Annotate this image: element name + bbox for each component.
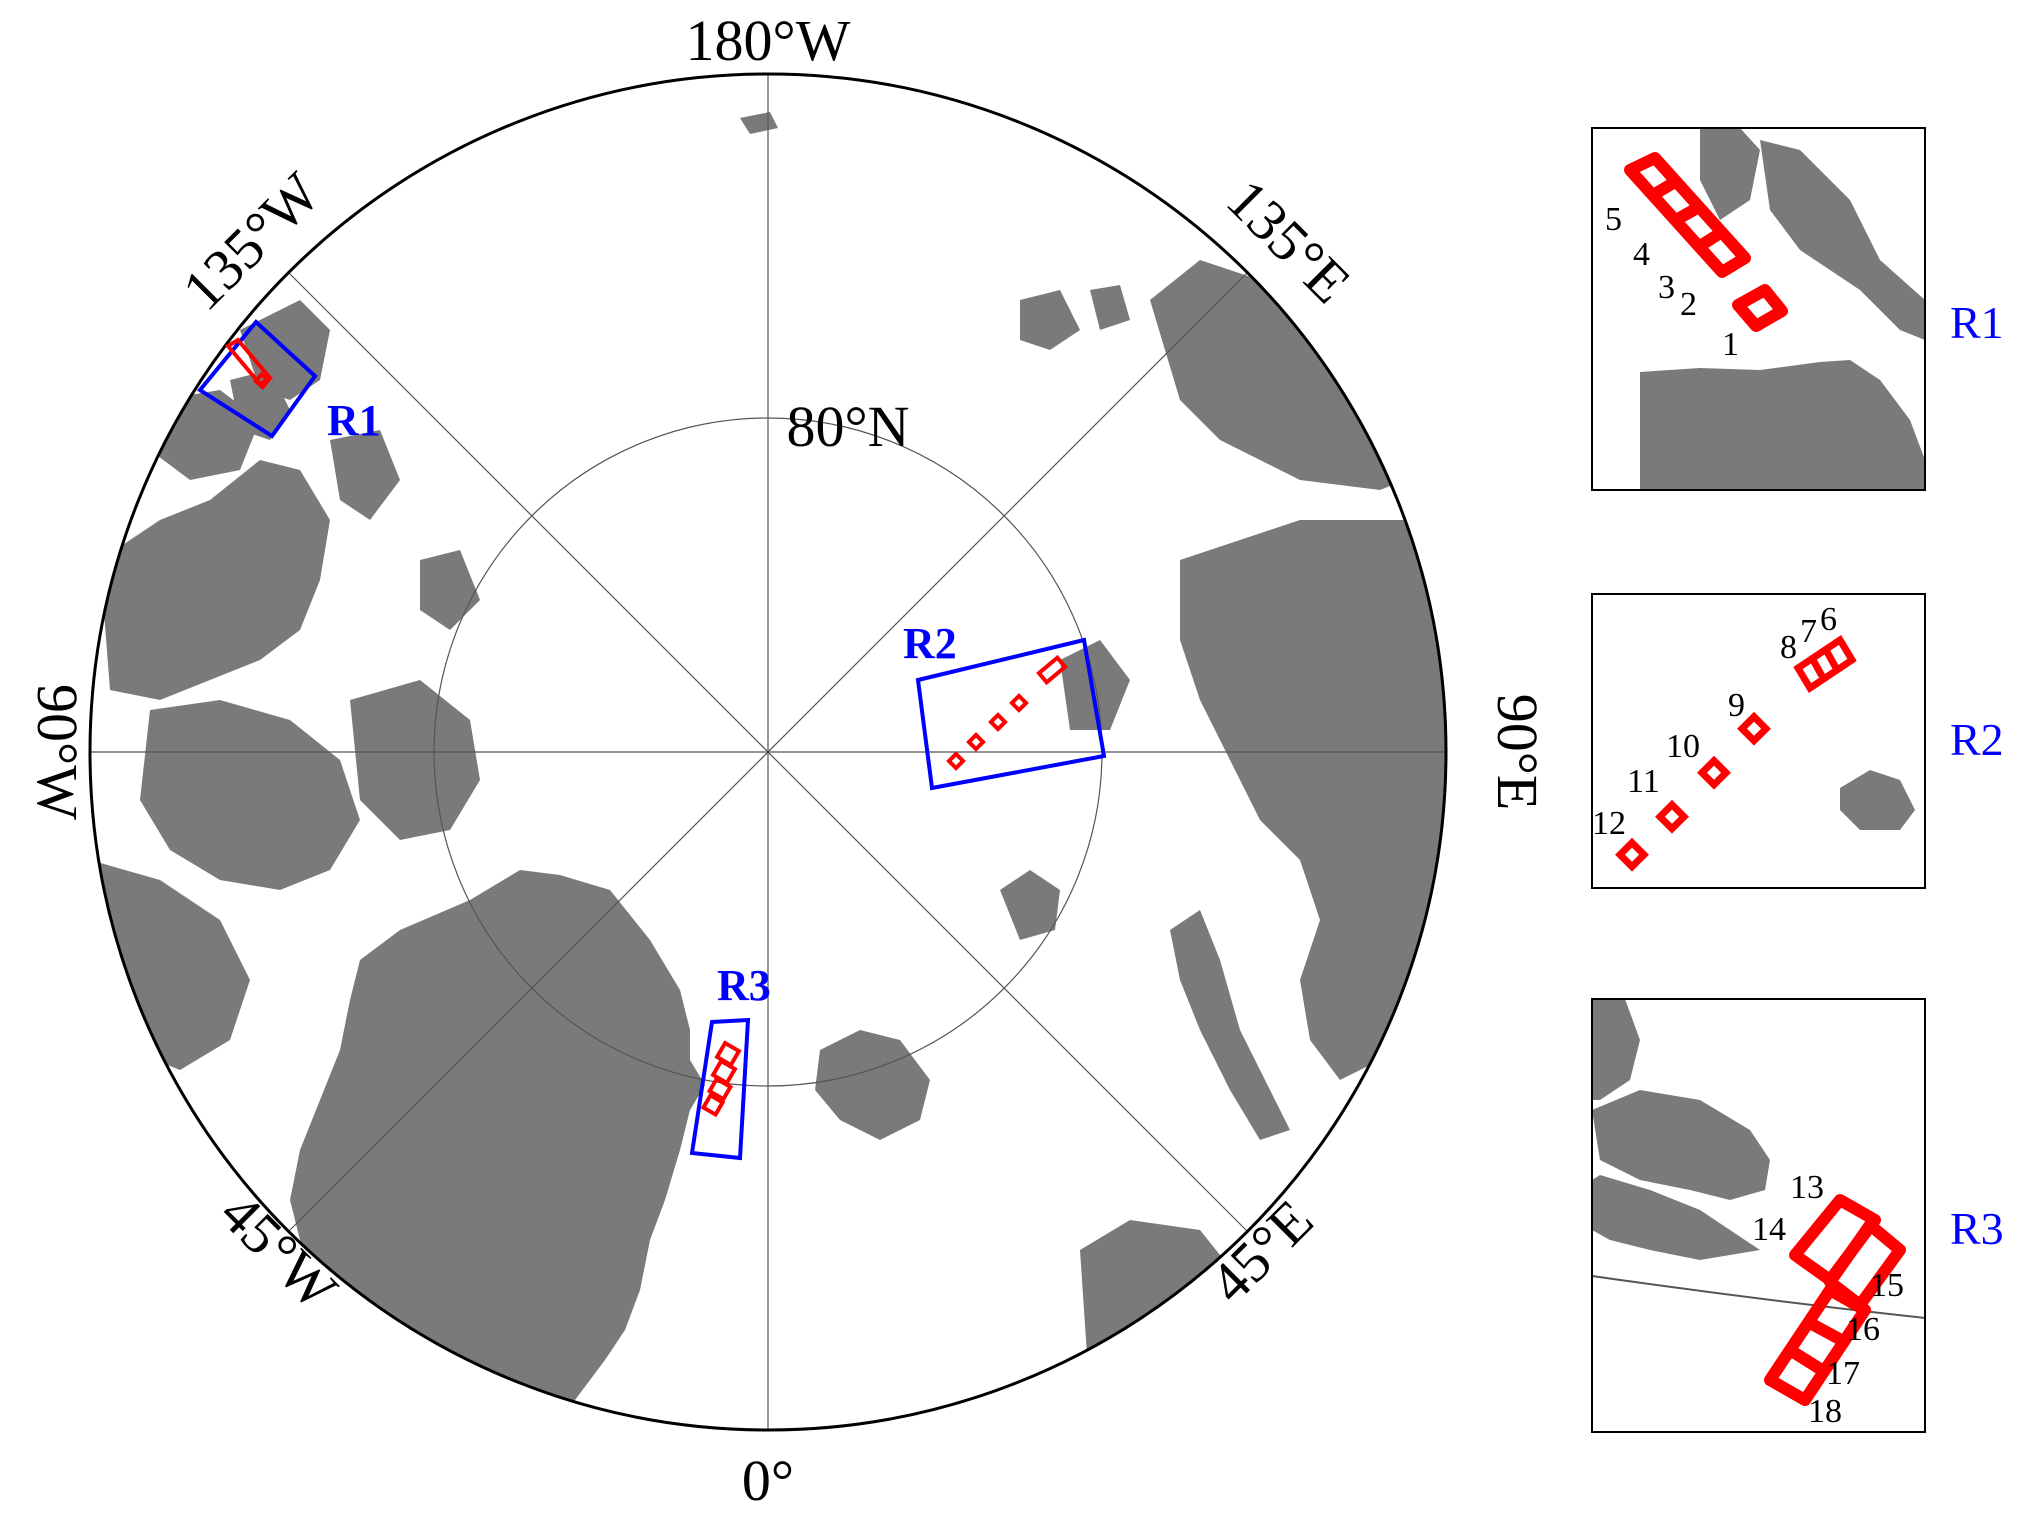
footprint-number: 1 [1722, 326, 1739, 363]
region-r1-label: R1 [327, 396, 381, 445]
inset-r1: 1 2 3 4 5 R1 [1591, 127, 2004, 491]
footprint-number: 4 [1633, 236, 1650, 273]
region-r3-footprints [700, 1040, 742, 1118]
inset-r2-land [1840, 770, 1915, 830]
footprint-number: 8 [1780, 629, 1797, 666]
inset-r1-land-top [1700, 128, 1760, 220]
lon-label-0: 0° [742, 1448, 794, 1513]
footprint-number: 3 [1658, 269, 1675, 306]
polar-map: 180°W 135°W 135°E 90°W 90°E 45°W 45°E 0°… [25, 8, 1550, 1513]
lat-label-80n: 80°N [786, 394, 909, 459]
footprint-number: 7 [1800, 613, 1817, 650]
inset-r3-land-mid [1592, 1090, 1770, 1200]
region-r2-footprints [946, 654, 1068, 771]
region-r3-box [689, 1017, 751, 1161]
graticule [90, 74, 1446, 1430]
land-canadian-archipelago-2 [140, 700, 360, 890]
land-greenland [290, 870, 705, 1430]
land-franz-josef-land [1000, 870, 1060, 940]
inset-r3-land-lower [1592, 1175, 1760, 1260]
land-canadian-archipelago-3 [350, 680, 480, 840]
region-r3-label: R3 [717, 961, 771, 1010]
inset-r2-numbers: 6 7 8 9 10 11 12 [1592, 601, 1837, 842]
inset-r1-land-bottom [1640, 360, 1925, 490]
land-new-siberian-islands [1020, 290, 1080, 350]
inset-r2-frame [1591, 593, 1926, 889]
footprint-number: 13 [1790, 1169, 1824, 1206]
inset-r1-land-right [1760, 140, 1925, 340]
land-svalbard [815, 1030, 930, 1140]
footprint-number: 10 [1666, 728, 1700, 765]
land-novaya-zemlya [1170, 910, 1290, 1140]
region-r3: R3 [689, 961, 771, 1161]
land-canadian-archipelago-6 [330, 430, 400, 520]
region-r1-box [197, 319, 318, 439]
footprint-number: 11 [1627, 763, 1660, 800]
meridian-135e-45w [288, 272, 1248, 1232]
map-border [88, 72, 1448, 1432]
footprint-number: 16 [1846, 1311, 1880, 1348]
inset-r3-frame [1591, 998, 1926, 1433]
inset-r3-label: R3 [1950, 1203, 2004, 1254]
footprint-number: 6 [1820, 601, 1837, 638]
region-r1-footprints [224, 337, 274, 390]
region-r2-box [915, 637, 1107, 791]
inset-r3-numbers: 13 14 15 16 17 18 [1752, 1169, 1904, 1430]
lon-label-180w: 180°W [686, 8, 851, 73]
region-r2: R2 [903, 619, 1107, 791]
footprint-number: 9 [1728, 687, 1745, 724]
land-new-siberian-islands-2 [1090, 285, 1130, 330]
footprint-number: 18 [1808, 1393, 1842, 1430]
inset-r1-label: R1 [1950, 297, 2004, 348]
footprint-number: 2 [1680, 286, 1697, 323]
inset-r2: 6 7 8 9 10 11 12 R2 [1591, 593, 2004, 889]
footprint-number: 5 [1605, 201, 1622, 238]
inset-r2-footprints [1615, 635, 1857, 872]
region-r1: R1 [197, 319, 381, 445]
inset-r1-frame [1591, 127, 1926, 491]
footprint-number: 14 [1752, 1211, 1786, 1248]
land-canadian-archipelago-7 [420, 550, 480, 630]
lon-label-90e: 90°E [1485, 694, 1550, 811]
land-canadian-archipelago-1 [100, 460, 330, 700]
inset-r3: 13 14 15 16 17 18 R3 [1591, 998, 2004, 1433]
inset-r1-footprints [1624, 152, 1788, 332]
footprint-number: 15 [1870, 1267, 1904, 1304]
footprint-number: 17 [1826, 1355, 1860, 1392]
inset-r3-land-top-left [1592, 999, 1640, 1100]
inset-r3-footprints [1764, 1194, 1906, 1406]
footprint-number: 12 [1592, 805, 1626, 842]
inset-r3-lat-line [1591, 1275, 1926, 1319]
land-russia [1180, 520, 1446, 1080]
lon-label-90w: 90°W [25, 684, 90, 820]
region-r2-label: R2 [903, 619, 957, 668]
inset-r1-numbers: 1 2 3 4 5 [1605, 201, 1739, 363]
inset-r2-label: R2 [1950, 714, 2004, 765]
land-russia-east [1150, 260, 1430, 490]
